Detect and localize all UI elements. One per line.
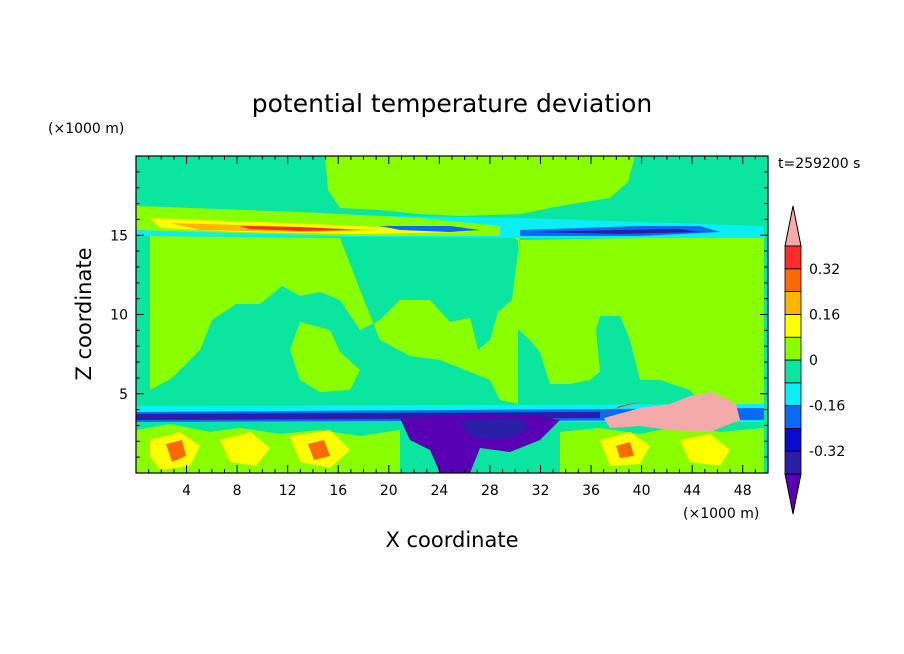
region-positive-mid: [290, 322, 360, 392]
colorbar-extend-high: [784, 205, 802, 247]
colorbar: 0.32 0.16 0 -0.16 -0.32: [784, 205, 845, 515]
colorbar-segment: [784, 313, 802, 338]
x-tick-label: 24: [430, 483, 448, 499]
region-positive-right: [512, 236, 764, 412]
colorbar-segment: [784, 450, 802, 475]
colorbar-tick-label: 0: [809, 353, 818, 369]
colorbar-extend-low: [784, 473, 802, 515]
x-tick-label: 36: [582, 483, 600, 499]
x-tick-label: 40: [633, 483, 651, 499]
band-upper-red: [240, 226, 360, 231]
x-unit-label: (×1000 m): [683, 506, 759, 522]
colorbar-segment: [784, 359, 802, 384]
warm-plume-pink: [604, 392, 740, 432]
colorbar-segment: [784, 245, 802, 270]
bl-warm-5: [680, 434, 730, 466]
x-axis-ticks: 4 8 12 16 20 24 28 32 36 40 44 48: [148, 156, 756, 499]
y-unit-label: (×1000 m): [48, 121, 124, 137]
x-tick-label: 4: [182, 483, 191, 499]
y-tick-label: 15: [110, 228, 128, 244]
x-tick-label: 16: [329, 483, 347, 499]
x-tick-label: 44: [683, 483, 701, 499]
colorbar-tick-label: 0.16: [809, 307, 840, 323]
y-tick-label: 10: [110, 308, 128, 324]
x-tick-label: 48: [734, 483, 752, 499]
colorbar-tick-label: 0.32: [809, 262, 840, 278]
region-positive-left: [150, 236, 520, 404]
y-axis-ticks: 5 10 15: [110, 171, 768, 458]
colorbar-segment: [784, 405, 802, 429]
x-tick-label: 8: [233, 483, 242, 499]
colorbar-segment: [784, 382, 802, 406]
bl-hot-2: [308, 440, 330, 460]
x-tick-label: 12: [279, 483, 297, 499]
x-tick-label: 20: [380, 483, 398, 499]
colorbar-tick-label: -0.16: [809, 399, 845, 415]
y-axis-label: Z coordinate: [72, 247, 96, 380]
colorbar-tick-label: -0.32: [809, 444, 845, 460]
colorbar-segment: [784, 291, 802, 315]
chart-title: potential temperature deviation: [252, 89, 652, 118]
colorbar-segment: [784, 336, 802, 361]
band-upper-cold-left: [380, 226, 480, 232]
bl-hot-1: [166, 440, 186, 462]
cold-pool-navy: [460, 418, 530, 440]
x-axis-label: X coordinate: [385, 528, 518, 552]
colorbar-segment: [784, 427, 802, 452]
region-positive-upper: [325, 156, 635, 216]
x-tick-label: 32: [532, 483, 550, 499]
x-tick-label: 28: [481, 483, 499, 499]
bl-hot-3: [616, 442, 634, 458]
time-label: t=259200 s: [778, 156, 860, 172]
y-tick-label: 5: [119, 387, 128, 403]
colorbar-segment: [784, 268, 802, 292]
bl-warm-2: [220, 432, 270, 466]
band-upper-navy: [530, 229, 700, 234]
